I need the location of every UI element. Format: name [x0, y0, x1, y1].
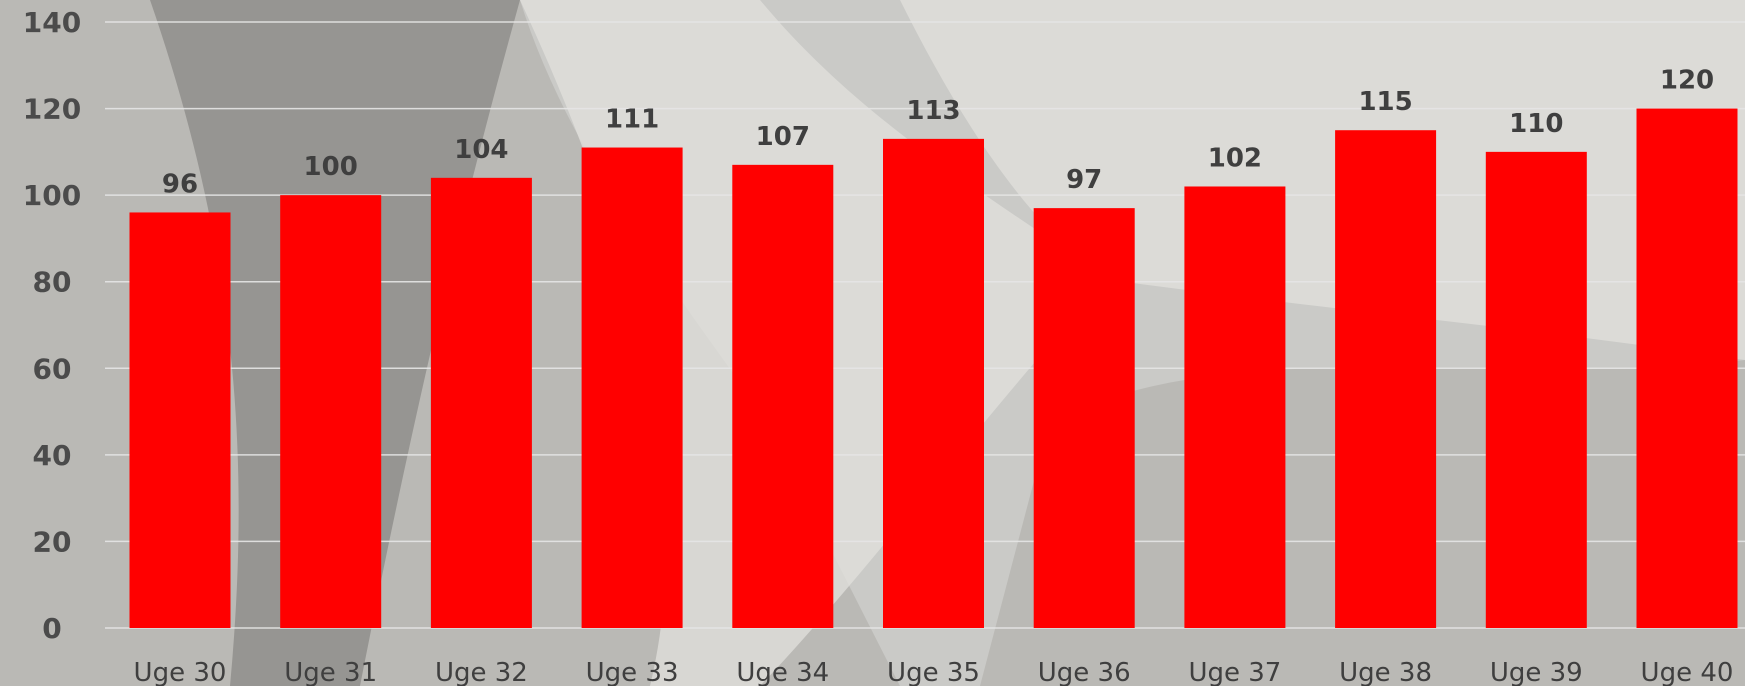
bar-uge-33 — [581, 147, 683, 628]
data-label: 104 — [454, 135, 508, 165]
data-label: 115 — [1358, 87, 1412, 117]
bar-uge-36 — [1033, 208, 1135, 628]
data-labels: 96 100 104 111 107 113 97 102 115 110 120 — [162, 66, 1714, 200]
y-axis: 0 20 40 60 80 100 120 140 — [23, 6, 81, 645]
y-tick-label: 20 — [33, 525, 72, 558]
bar-uge-31 — [280, 195, 382, 628]
data-label: 102 — [1208, 143, 1262, 173]
bar-uge-40 — [1636, 108, 1738, 629]
x-tick-label: Uge 36 — [1038, 658, 1131, 686]
data-label: 107 — [756, 122, 810, 152]
bar-uge-32 — [430, 177, 532, 629]
bar-uge-38 — [1335, 130, 1437, 628]
x-tick-label: Uge 34 — [736, 658, 829, 686]
bar-uge-39 — [1485, 151, 1587, 628]
data-label: 100 — [304, 152, 358, 182]
x-tick-label: Uge 31 — [284, 658, 377, 686]
bar-uge-30 — [129, 212, 231, 628]
y-tick-label: 120 — [23, 93, 81, 126]
data-label: 96 — [162, 169, 198, 199]
y-tick-label: 140 — [23, 6, 81, 39]
x-tick-label: Uge 37 — [1188, 658, 1281, 686]
x-tick-label: Uge 40 — [1641, 658, 1734, 686]
data-label: 111 — [605, 105, 659, 135]
x-tick-label: Uge 32 — [435, 658, 528, 686]
bar-uge-37 — [1184, 186, 1286, 628]
x-tick-label: Uge 38 — [1339, 658, 1432, 686]
x-tick-label: Uge 39 — [1490, 658, 1583, 686]
data-label: 97 — [1066, 165, 1102, 195]
bars — [129, 108, 1738, 629]
data-label: 110 — [1509, 109, 1563, 139]
x-tick-label: Uge 35 — [887, 658, 980, 686]
y-tick-label: 100 — [23, 179, 81, 212]
x-tick-label: Uge 33 — [586, 658, 679, 686]
y-tick-label: 60 — [33, 352, 72, 385]
y-tick-label: 40 — [33, 439, 72, 472]
bar-uge-34 — [732, 164, 834, 629]
x-axis: Uge 30 Uge 31 Uge 32 Uge 33 Uge 34 Uge 35 Uge … — [134, 658, 1734, 686]
bar-uge-35 — [883, 138, 984, 628]
x-tick-label: Uge 30 — [134, 658, 227, 686]
y-tick-label: 0 — [42, 612, 61, 645]
data-label: 120 — [1660, 66, 1714, 96]
y-tick-label: 80 — [33, 266, 72, 299]
data-label: 113 — [906, 96, 960, 126]
